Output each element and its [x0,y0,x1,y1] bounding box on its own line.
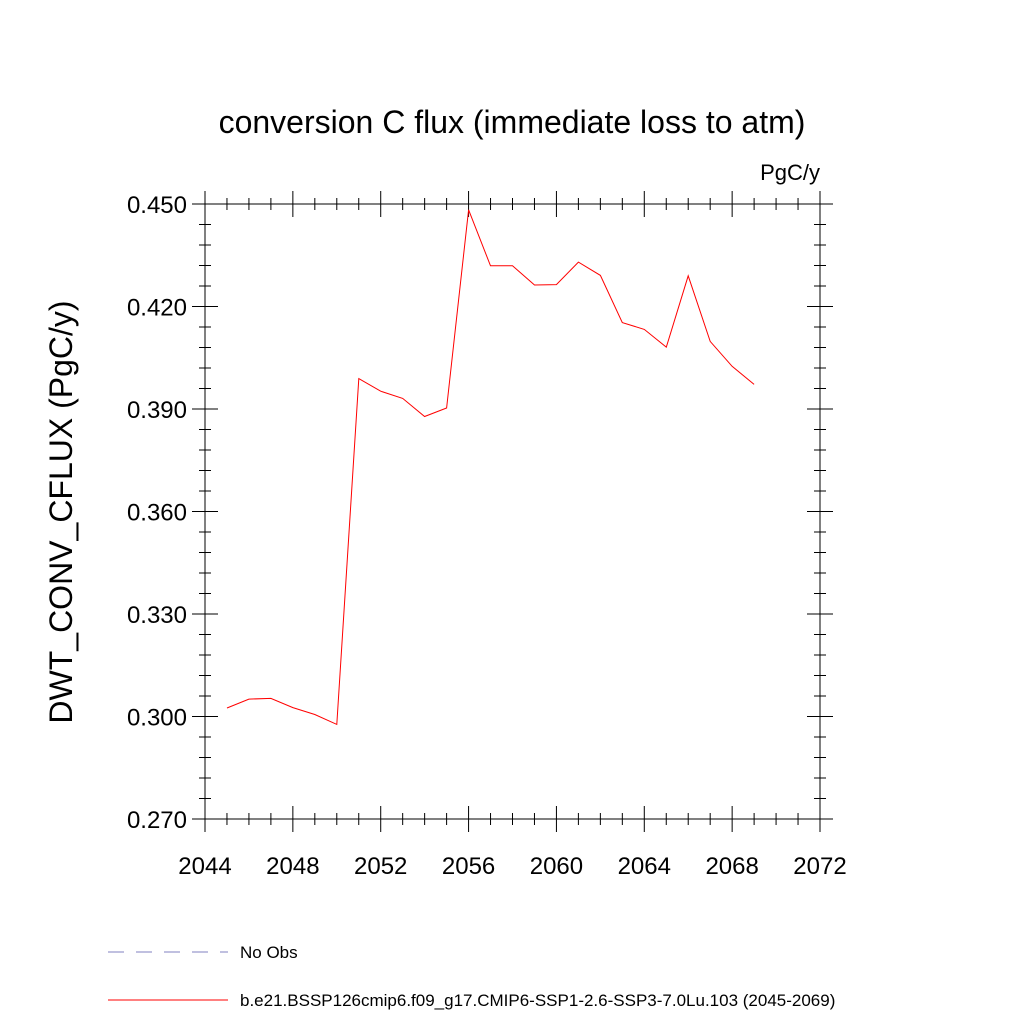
x-tick-label: 2056 [442,853,495,880]
plot-frame [204,203,821,820]
plot-border [204,203,821,820]
y-tick-label: 0.390 [127,397,187,424]
x-tick-label: 2060 [530,853,583,880]
x-tick-label: 2068 [705,853,758,880]
y-tick-label: 0.420 [127,295,187,322]
chart-title: conversion C flux (immediate loss to atm… [219,104,806,140]
y-axis-ticks: 0.270 0.300 0.330 0.360 0.390 0.420 0.450 [127,192,833,834]
series-layer [226,209,755,726]
legend: No Obs b.e21.BSSP126cmip6.f09_g17.CMIP6-S… [108,943,835,1010]
series-line-1 [226,209,755,726]
x-tick-label: 2044 [178,853,231,880]
y-tick-label: 0.270 [127,807,187,834]
x-tick-label: 2048 [266,853,319,880]
x-tick-label: 2052 [354,853,407,880]
legend-label-1: b.e21.BSSP126cmip6.f09_g17.CMIP6-SSP1-2.… [240,991,835,1010]
x-tick-label: 2064 [618,853,671,880]
y-axis-label: DWT_CONV_CFLUX (PgC/y) [43,300,79,723]
x-tick-label: 2072 [793,853,846,880]
legend-label-0: No Obs [240,943,298,962]
x-axis-ticks: 2044 2048 2052 2056 2060 2064 2068 2072 [178,191,847,880]
y-tick-label: 0.330 [127,602,187,629]
y-tick-label: 0.300 [127,705,187,732]
units-label: PgC/y [760,160,820,185]
y-tick-label: 0.360 [127,500,187,527]
y-tick-label: 0.450 [127,192,187,219]
